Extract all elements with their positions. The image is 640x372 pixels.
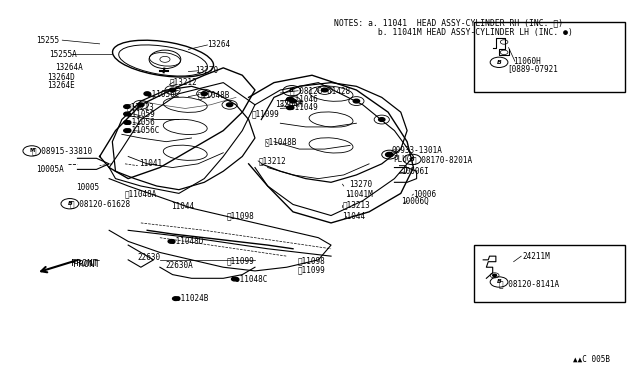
Text: ※13212: ※13212 <box>258 156 286 166</box>
Text: ※11099: ※11099 <box>227 256 254 265</box>
Text: 10006I: 10006I <box>401 167 429 176</box>
Text: B: B <box>289 88 294 93</box>
Text: 13264A: 13264A <box>55 63 83 72</box>
Circle shape <box>170 88 176 92</box>
Text: 13264M: 13264M <box>275 100 303 109</box>
Circle shape <box>124 121 130 124</box>
Text: 10006: 10006 <box>413 190 436 199</box>
Text: ●11046: ●11046 <box>290 95 317 104</box>
Text: 11060H: 11060H <box>514 57 541 66</box>
Text: B: B <box>67 201 72 206</box>
Text: 10005: 10005 <box>76 183 99 192</box>
Text: ●11024B: ●11024B <box>176 294 208 303</box>
Text: ▲▲C 005B: ▲▲C 005B <box>573 354 610 363</box>
Text: ※13212: ※13212 <box>170 77 197 86</box>
Text: ●11048C: ●11048C <box>235 275 267 283</box>
Circle shape <box>232 277 238 281</box>
Text: M: M <box>29 148 35 153</box>
Circle shape <box>124 105 130 109</box>
Text: ●11056: ●11056 <box>127 118 155 127</box>
Text: ●11048D: ●11048D <box>172 237 204 246</box>
Text: 11041M: 11041M <box>346 190 373 199</box>
Circle shape <box>321 88 328 92</box>
Text: NOTES: a. 11041  HEAD ASSY-CYLINDER RH (INC. ※)
         b. 11041M HEAD ASSY-CYL: NOTES: a. 11041 HEAD ASSY-CYLINDER RH (I… <box>334 18 573 38</box>
Text: ※13213: ※13213 <box>127 102 155 111</box>
Circle shape <box>124 112 130 116</box>
Text: ※11099: ※11099 <box>298 266 326 275</box>
Circle shape <box>124 129 130 132</box>
Text: 13264E: 13264E <box>47 81 75 90</box>
Circle shape <box>173 297 179 301</box>
Text: 15255: 15255 <box>36 36 60 45</box>
Text: FRONT: FRONT <box>71 259 98 268</box>
Text: 22630: 22630 <box>138 253 161 263</box>
Text: 11041: 11041 <box>140 159 163 169</box>
Text: Ⓑ 08120-61628: Ⓑ 08120-61628 <box>70 199 130 208</box>
Text: ※11048B: ※11048B <box>264 137 297 146</box>
Text: 22630A: 22630A <box>165 261 193 270</box>
Text: 11044: 11044 <box>342 212 365 221</box>
Circle shape <box>287 106 293 110</box>
Text: 10005A: 10005A <box>36 165 64 174</box>
Circle shape <box>201 92 207 96</box>
Text: ⓜ 08915-33810: ⓜ 08915-33810 <box>32 147 92 155</box>
Text: ※11099: ※11099 <box>252 109 280 119</box>
Text: 11044: 11044 <box>172 202 195 211</box>
Circle shape <box>379 118 385 121</box>
Text: [0889-07921: [0889-07921 <box>508 64 558 73</box>
Bar <box>474 22 625 92</box>
Text: ※11048A: ※11048A <box>125 190 157 199</box>
Text: ●11049: ●11049 <box>290 103 317 112</box>
Circle shape <box>290 99 296 103</box>
Text: ※11098: ※11098 <box>227 212 254 221</box>
Text: 13270: 13270 <box>349 180 372 189</box>
Text: 10006Q: 10006Q <box>401 197 429 206</box>
Circle shape <box>287 97 293 101</box>
Text: PLUG: PLUG <box>393 155 412 164</box>
Text: 13270: 13270 <box>195 66 218 75</box>
Circle shape <box>144 92 150 96</box>
Text: ※11048B: ※11048B <box>198 90 230 99</box>
Text: ●11056C: ●11056C <box>147 90 180 99</box>
Text: Ⓑ 08120-8141A: Ⓑ 08120-8141A <box>499 279 559 288</box>
Text: ●11059: ●11059 <box>127 109 155 119</box>
Text: B: B <box>410 157 415 162</box>
Circle shape <box>168 240 175 243</box>
Text: Ⓑ 08120-61428: Ⓑ 08120-61428 <box>290 86 350 95</box>
Text: Ⓑ 08170-8201A: Ⓑ 08170-8201A <box>412 155 472 164</box>
Circle shape <box>227 103 233 107</box>
Circle shape <box>493 274 497 276</box>
Text: ※13213: ※13213 <box>342 201 370 210</box>
Text: ●11056C: ●11056C <box>127 126 159 135</box>
Text: 24211M: 24211M <box>522 251 550 261</box>
Text: ※11098: ※11098 <box>298 256 326 265</box>
Text: B: B <box>497 60 501 65</box>
Text: 13264: 13264 <box>207 41 230 49</box>
Circle shape <box>138 103 144 107</box>
Text: FRONT: FRONT <box>73 260 100 269</box>
Text: 15255A: 15255A <box>49 51 77 60</box>
Text: 00933-1301A: 00933-1301A <box>391 147 442 155</box>
Circle shape <box>353 99 360 103</box>
Circle shape <box>385 153 393 157</box>
Bar <box>474 245 625 302</box>
Text: B: B <box>497 279 501 285</box>
Text: 13264D: 13264D <box>47 73 75 81</box>
